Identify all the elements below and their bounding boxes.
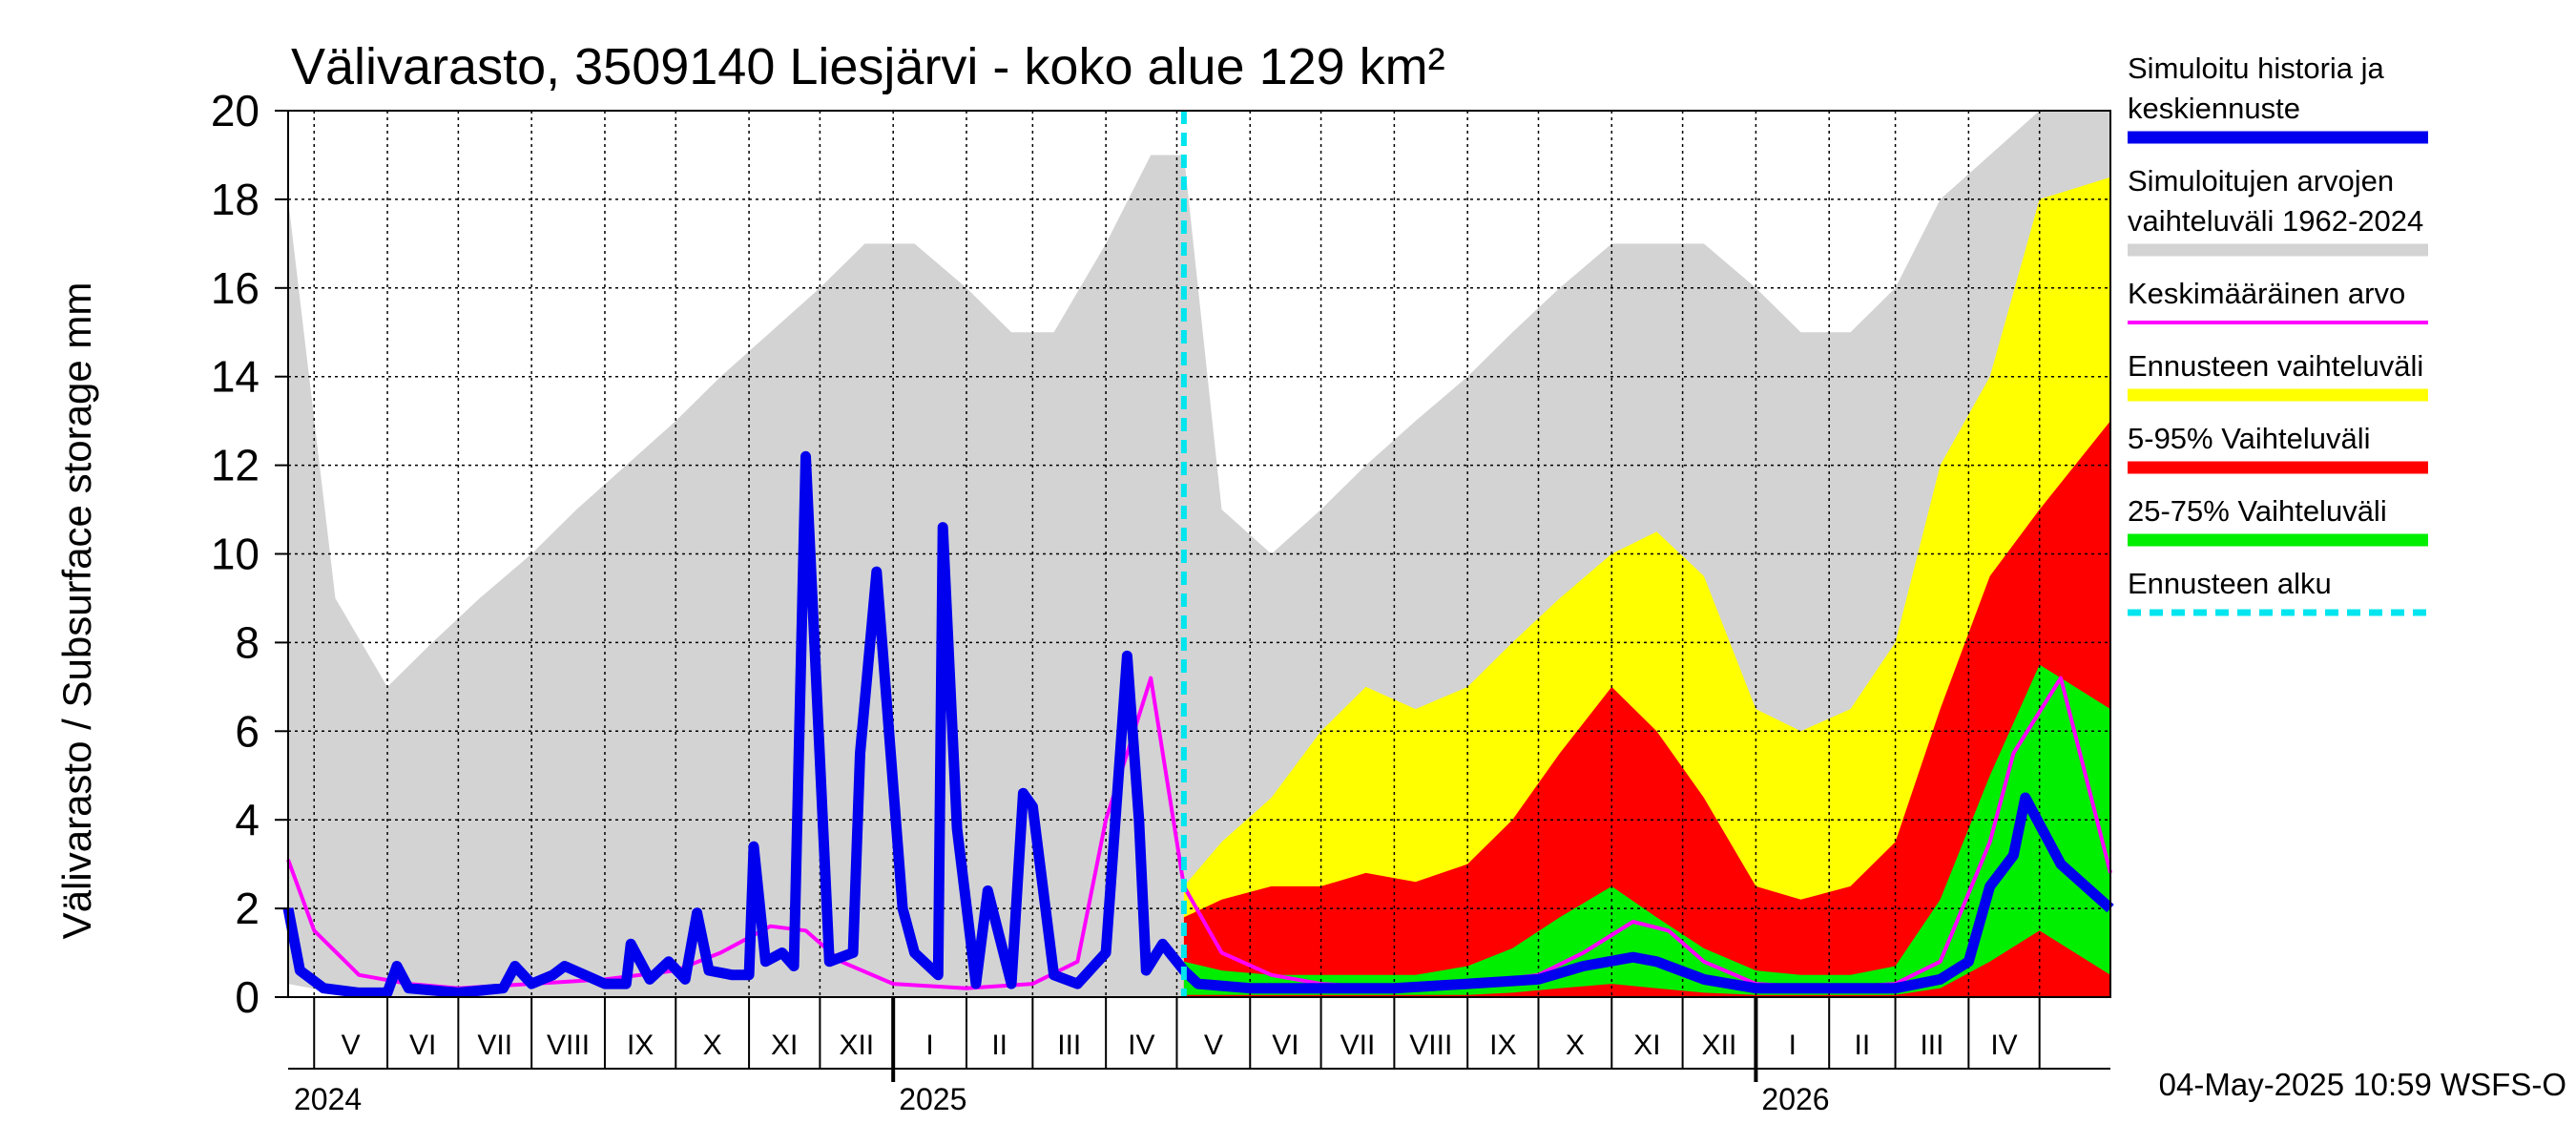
month-label: I: [925, 1030, 933, 1061]
series-line-simuloitu-historia-ja-keskiennuste: [282, 450, 2114, 998]
band-ennusteen-vaihteluvali: [1183, 177, 2110, 997]
month-label: III: [1920, 1030, 1943, 1061]
y-tick-label: 4: [235, 795, 260, 844]
month-label: XI: [1633, 1030, 1660, 1061]
legend-label: Ennusteen vaihteluväli: [2128, 349, 2423, 383]
month-label: X: [703, 1030, 722, 1061]
month-label: VII: [477, 1030, 512, 1061]
month-label: X: [1566, 1030, 1585, 1061]
year-label: 2024: [294, 1082, 362, 1116]
legend-label: 25-75% Vaihteluväli: [2128, 494, 2387, 528]
y-tick-label: 14: [211, 352, 260, 402]
timestamp-label: 04-May-2025 10:59 WSFS-O: [2159, 1067, 2566, 1102]
month-label: XII: [1702, 1030, 1737, 1061]
y-tick-label: 18: [211, 175, 260, 224]
y-tick-label: 16: [211, 263, 260, 313]
year-label: 2025: [899, 1082, 966, 1116]
legend-label: Simuloitu historia ja: [2128, 52, 2385, 85]
y-tick-label: 2: [235, 884, 260, 933]
month-label: XII: [839, 1030, 874, 1061]
month-label: II: [991, 1030, 1008, 1061]
month-label: I: [1789, 1030, 1797, 1061]
month-label: II: [1855, 1030, 1871, 1061]
month-label: IV: [1128, 1030, 1154, 1061]
legend-label: vaihteluväli 1962-2024: [2128, 204, 2423, 238]
legend-label: 5-95% Vaihteluväli: [2128, 422, 2370, 455]
y-tick-label: 12: [211, 441, 260, 490]
y-tick-label: 10: [211, 530, 260, 579]
month-label: V: [1204, 1030, 1223, 1061]
legend-label: Keskimääräinen arvo: [2128, 277, 2405, 310]
legend-label: Ennusteen alku: [2128, 567, 2332, 600]
year-label: 2026: [1761, 1082, 1829, 1116]
y-tick-label: 0: [235, 972, 260, 1022]
y-tick-label: 20: [211, 86, 260, 135]
month-label: VIII: [547, 1030, 590, 1061]
month-label: VI: [409, 1030, 436, 1061]
y-axis-label: Välivarasto / Subsurface storage mm: [54, 282, 99, 940]
month-label: IX: [627, 1030, 654, 1061]
month-label: VII: [1340, 1030, 1376, 1061]
y-tick-label: 6: [235, 706, 260, 756]
y-tick-label: 8: [235, 617, 260, 667]
month-label: VIII: [1409, 1030, 1452, 1061]
month-label: IX: [1489, 1030, 1516, 1061]
grid-layer: [288, 111, 2110, 997]
chart-title: Välivarasto, 3509140 Liesjärvi - koko al…: [291, 38, 1445, 95]
line-layer: [282, 111, 2114, 998]
legend-label: Simuloitujen arvojen: [2128, 164, 2394, 198]
legend: Simuloitu historia ja keskiennuste Simuloi…: [2128, 52, 2428, 616]
band-25-75-vaihteluvali: [1183, 664, 2110, 995]
legend-label: keskiennuste: [2128, 92, 2300, 125]
month-label: XI: [771, 1030, 798, 1061]
month-label: VI: [1272, 1030, 1298, 1061]
month-label: V: [342, 1030, 361, 1061]
month-label: III: [1057, 1030, 1081, 1061]
month-label: IV: [1990, 1030, 2017, 1061]
